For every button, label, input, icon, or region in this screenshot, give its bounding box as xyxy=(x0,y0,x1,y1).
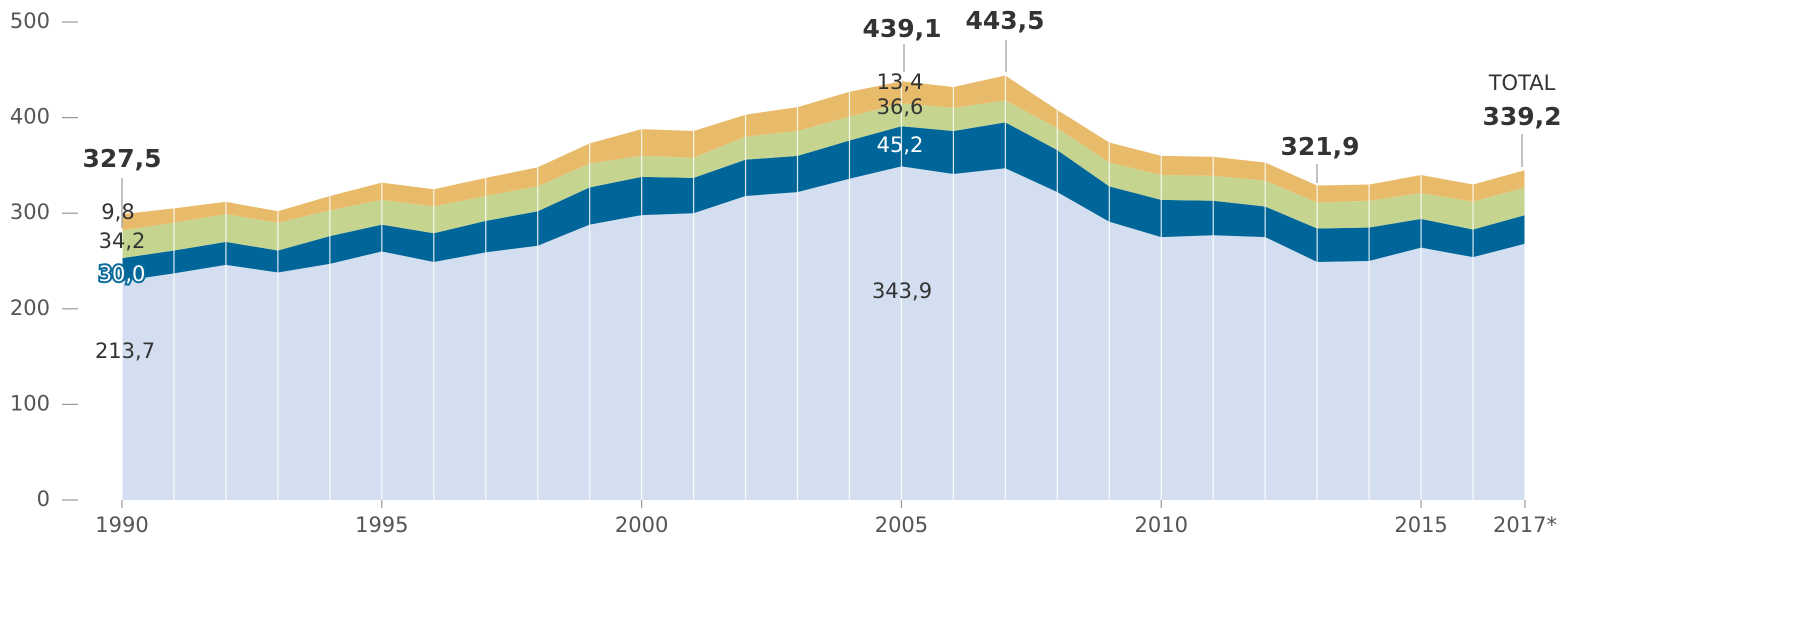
area xyxy=(122,166,1525,500)
x-tick-label: 2010 xyxy=(1135,513,1188,537)
x-tick-label: 1990 xyxy=(95,513,148,537)
annotation: 327,5 xyxy=(82,144,161,173)
area xyxy=(122,122,1525,282)
annotation: 13,4 xyxy=(877,70,924,94)
areas xyxy=(122,75,1525,500)
area xyxy=(122,75,1525,231)
x-tick-label: 2015 xyxy=(1394,513,1447,537)
y-tick-label: 500 xyxy=(10,9,50,33)
leader-lines xyxy=(121,40,1523,228)
annotation: 343,9 xyxy=(872,279,932,303)
labels: 0 100 200 300 400 500 1990 1995 2000 2005 2010 2015… xyxy=(10,6,1562,537)
x-tick-label: 2000 xyxy=(615,513,668,537)
annotation: 443,5 xyxy=(965,6,1044,35)
y-tick-label: 200 xyxy=(10,296,50,320)
annotation: TOTAL xyxy=(1488,71,1556,95)
annotation: 9,8 xyxy=(101,200,134,224)
annotation: 213,7 xyxy=(95,339,155,363)
annotation: 36,6 xyxy=(877,95,924,119)
x-tick-label: 2005 xyxy=(875,513,928,537)
x-tick-label: 1995 xyxy=(355,513,408,537)
x-tick-label: 2017* xyxy=(1493,513,1557,537)
y-tick-label: 400 xyxy=(10,105,50,129)
annotation: 45,2 xyxy=(877,133,924,157)
annotation: 34,2 xyxy=(99,229,146,253)
area xyxy=(122,100,1525,259)
y-tick-label: 100 xyxy=(10,391,50,415)
annotation: 439,1 xyxy=(862,14,941,43)
year-grid xyxy=(121,75,1526,500)
annotation: 339,2 xyxy=(1482,102,1561,131)
y-tick-label: 0 xyxy=(37,487,50,511)
annotation: 30,0 xyxy=(99,262,146,286)
annotation: 321,9 xyxy=(1280,132,1359,161)
y-tick-label: 300 xyxy=(10,200,50,224)
